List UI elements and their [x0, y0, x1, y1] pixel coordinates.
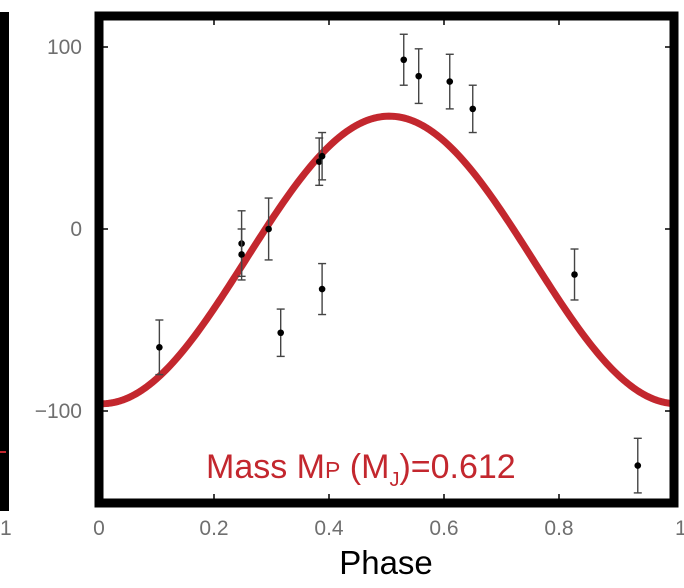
x-tick-label: 0.8 [544, 517, 573, 540]
x-tick-label: 0.2 [199, 517, 228, 540]
data-point [318, 131, 327, 181]
data-point-marker [469, 105, 477, 113]
data-point [155, 319, 164, 376]
data-point-marker [315, 158, 323, 165]
data-point [445, 53, 454, 110]
data-point [264, 197, 273, 261]
data-point-marker [156, 344, 163, 351]
data-point-marker [400, 56, 408, 64]
neighbor-panel-tick-label: 1 [0, 517, 12, 540]
mass-annotation-suffix: )=0.612 [399, 448, 515, 486]
x-tick-label: 0.4 [314, 517, 344, 540]
mass-annotation-subscript-p: P [325, 457, 340, 483]
data-point-marker [238, 251, 245, 258]
y-tick-label: −100 [35, 400, 82, 423]
data-point [237, 228, 246, 281]
data-point [276, 308, 285, 358]
data-point-marker [446, 78, 454, 85]
data-point-marker [265, 225, 272, 233]
mass-annotation: Mass MP (MJ)=0.612 [206, 448, 516, 491]
mass-annotation-prefix: Mass M [206, 448, 325, 486]
data-points-layer [99, 33, 642, 494]
data-point-marker [634, 462, 642, 469]
data-point [414, 48, 423, 105]
y-tick-label: 100 [47, 36, 82, 59]
x-tick-label: 0.6 [429, 517, 458, 540]
model-curve [99, 112, 674, 408]
y-tick-label: 0 [70, 218, 82, 241]
x-axis-title: Phase [339, 544, 433, 581]
mass-annotation-subscript-j: J [389, 469, 399, 491]
plot-frame [94, 11, 679, 508]
data-point-marker [277, 329, 285, 337]
ticks-layer [98, 16, 675, 503]
model-curve-layer [99, 112, 674, 408]
x-tick-label: 0 [93, 517, 105, 540]
data-point-marker [318, 285, 326, 293]
data-point [570, 248, 579, 301]
data-point [318, 262, 327, 316]
tick-labels-layer: 0 0.2 0.4 0.6 0.8 1 100 0 −100 [35, 36, 684, 540]
data-point [633, 437, 642, 494]
data-point [468, 84, 477, 134]
data-point-marker [571, 271, 578, 278]
mass-annotation-middle: (M [340, 448, 389, 486]
neighbor-panel-frame [0, 12, 9, 511]
data-point-marker [318, 152, 326, 160]
x-tick-label: 1 [675, 517, 684, 540]
data-point [399, 33, 408, 86]
data-point-marker [415, 72, 423, 80]
